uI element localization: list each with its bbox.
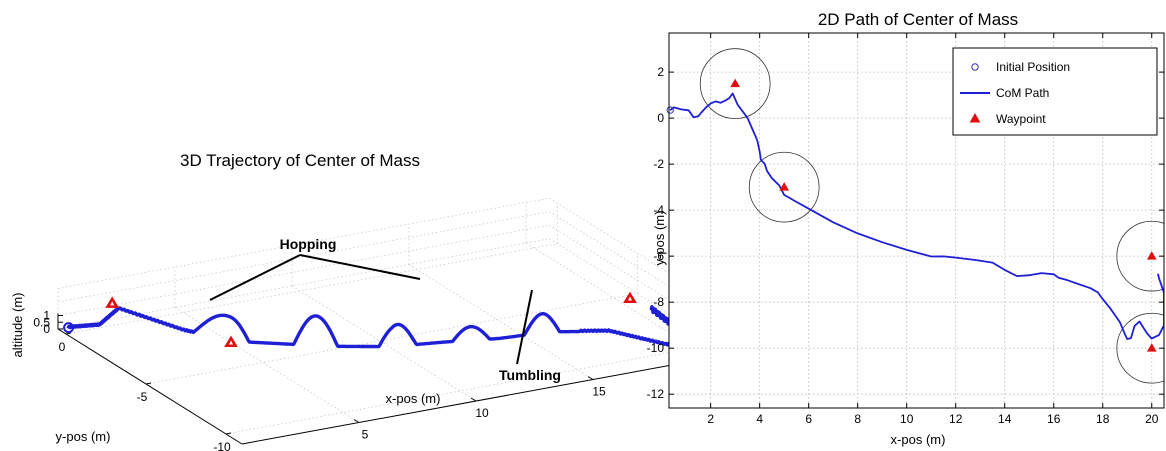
grid-line bbox=[57, 224, 550, 316]
legend-initial-position-marker bbox=[971, 63, 979, 71]
waypoint-marker bbox=[730, 78, 741, 88]
tick-mark-y bbox=[225, 432, 232, 435]
grid-line bbox=[174, 307, 360, 423]
x-tick-label: 14 bbox=[998, 412, 1012, 426]
waypoint-marker bbox=[1146, 251, 1157, 260]
chart-3d: 3D Trajectory of Center of Mass 51015200… bbox=[10, 151, 734, 451]
waypoint-marker-inner bbox=[229, 340, 233, 345]
x-tick-label: 20 bbox=[1145, 412, 1159, 426]
waypoint-radius-circle bbox=[1116, 312, 1164, 384]
y-tick-label: -10 bbox=[213, 440, 231, 451]
grid-line bbox=[57, 238, 550, 330]
waypoint-marker bbox=[779, 182, 790, 191]
initial-position-marker bbox=[63, 322, 75, 334]
chart-2d-legend: Initial Position CoM Path Waypoint bbox=[952, 47, 1158, 136]
x-tick-label: 8 bbox=[854, 412, 861, 426]
x-tick-label: 10 bbox=[475, 406, 489, 420]
initial-position-marker bbox=[666, 106, 674, 114]
trajectory-line bbox=[66, 305, 688, 349]
y-tick-label: -5 bbox=[137, 390, 148, 404]
tick-mark-x bbox=[587, 376, 594, 380]
y-tick-label: -2 bbox=[653, 157, 664, 171]
y-tick-label: 0 bbox=[657, 111, 664, 125]
chart-2d-ylabel: y-pos (m) bbox=[652, 211, 667, 266]
com-path-line bbox=[669, 92, 1164, 340]
z-tick-label: 0 bbox=[43, 322, 50, 336]
chart-3d-zlabel: altitude (m) bbox=[10, 292, 25, 357]
x-tick-label: 16 bbox=[1047, 412, 1061, 426]
x-tick-label: 6 bbox=[805, 412, 812, 426]
waypoint-radius-circle bbox=[699, 48, 771, 119]
grid-line bbox=[408, 264, 594, 380]
annotation-tumbling: Tumbling bbox=[499, 367, 561, 383]
tick-mark-x bbox=[470, 397, 477, 402]
z-tick-label: 1 bbox=[43, 309, 50, 323]
x-tick-label: 18 bbox=[1096, 412, 1110, 426]
legend-waypoint-marker bbox=[969, 112, 981, 123]
x-tick-label: 10 bbox=[900, 412, 914, 426]
grid-line bbox=[57, 197, 550, 289]
tick-mark-x bbox=[353, 419, 360, 423]
legend-waypoint-label: Waypoint bbox=[996, 112, 1046, 126]
chart-3d-grid bbox=[57, 197, 734, 445]
y-tick-label: -8 bbox=[653, 295, 664, 309]
tick-mark-y bbox=[65, 332, 72, 335]
x-tick-label: 12 bbox=[949, 412, 963, 426]
y-tick-label: 0 bbox=[59, 340, 66, 354]
chart-3d-annotations bbox=[209, 254, 533, 365]
chart-3d-xlabel: x-pos (m) bbox=[386, 391, 441, 406]
chart-2d-circles bbox=[699, 48, 1164, 384]
chart-3d-trajectory bbox=[63, 305, 688, 349]
annotation-hopping: Hopping bbox=[280, 236, 337, 252]
y-axis-line bbox=[57, 328, 243, 445]
chart-2d-xlabel: x-pos (m) bbox=[891, 432, 946, 447]
x-axis-line bbox=[241, 353, 734, 445]
y-tick-label: 2 bbox=[657, 65, 664, 79]
hopping-pointer-right bbox=[299, 254, 421, 280]
chart-2d-path bbox=[669, 92, 1164, 340]
tumbling-pointer bbox=[516, 289, 533, 365]
chart-3d-axes bbox=[57, 313, 734, 445]
waypoint-marker bbox=[1146, 343, 1157, 352]
hopping-pointer-left bbox=[209, 254, 301, 301]
chart-2d: 2D Path of Center of Mass 2 4 6 8 10 12 14 16 18… bbox=[647, 10, 1165, 447]
x-tick-label: 4 bbox=[756, 412, 763, 426]
grid-line bbox=[65, 243, 558, 335]
chart-2d-title: 2D Path of Center of Mass bbox=[818, 10, 1018, 29]
legend-initial-position-label: Initial Position bbox=[996, 60, 1070, 74]
x-tick-label: 2 bbox=[707, 412, 714, 426]
y-tick-label: -6 bbox=[653, 249, 664, 263]
tick-mark-y bbox=[145, 382, 152, 385]
grid-line bbox=[225, 343, 718, 435]
z-tick-label: 0.5 bbox=[33, 315, 50, 329]
waypoint-radius-circle bbox=[748, 151, 820, 223]
x-tick-label: 5 bbox=[362, 428, 369, 442]
y-tick-label: -4 bbox=[653, 203, 664, 217]
y-tick-label: -10 bbox=[647, 341, 665, 355]
chart-2d-waypoints bbox=[730, 78, 1157, 352]
y-tick-label: -12 bbox=[647, 387, 665, 401]
legend-box bbox=[952, 47, 1158, 136]
chart-2d-initial-position bbox=[666, 106, 674, 114]
waypoint-marker-inner bbox=[628, 296, 632, 301]
waypoint-marker-inner bbox=[110, 301, 115, 306]
chart-2d-frame bbox=[668, 32, 1165, 409]
chart-3d-waypoints bbox=[105, 291, 701, 353]
grid-line bbox=[291, 285, 477, 402]
x-tick-label: 15 bbox=[592, 385, 606, 399]
grid-line bbox=[145, 293, 638, 385]
grid-line bbox=[57, 211, 550, 303]
waypoint-radius-circle bbox=[1116, 220, 1164, 292]
chart-3d-ylabel: y-pos (m) bbox=[56, 429, 111, 444]
chart-3d-title: 3D Trajectory of Center of Mass bbox=[180, 151, 420, 170]
legend-com-path-label: CoM Path bbox=[996, 86, 1049, 100]
